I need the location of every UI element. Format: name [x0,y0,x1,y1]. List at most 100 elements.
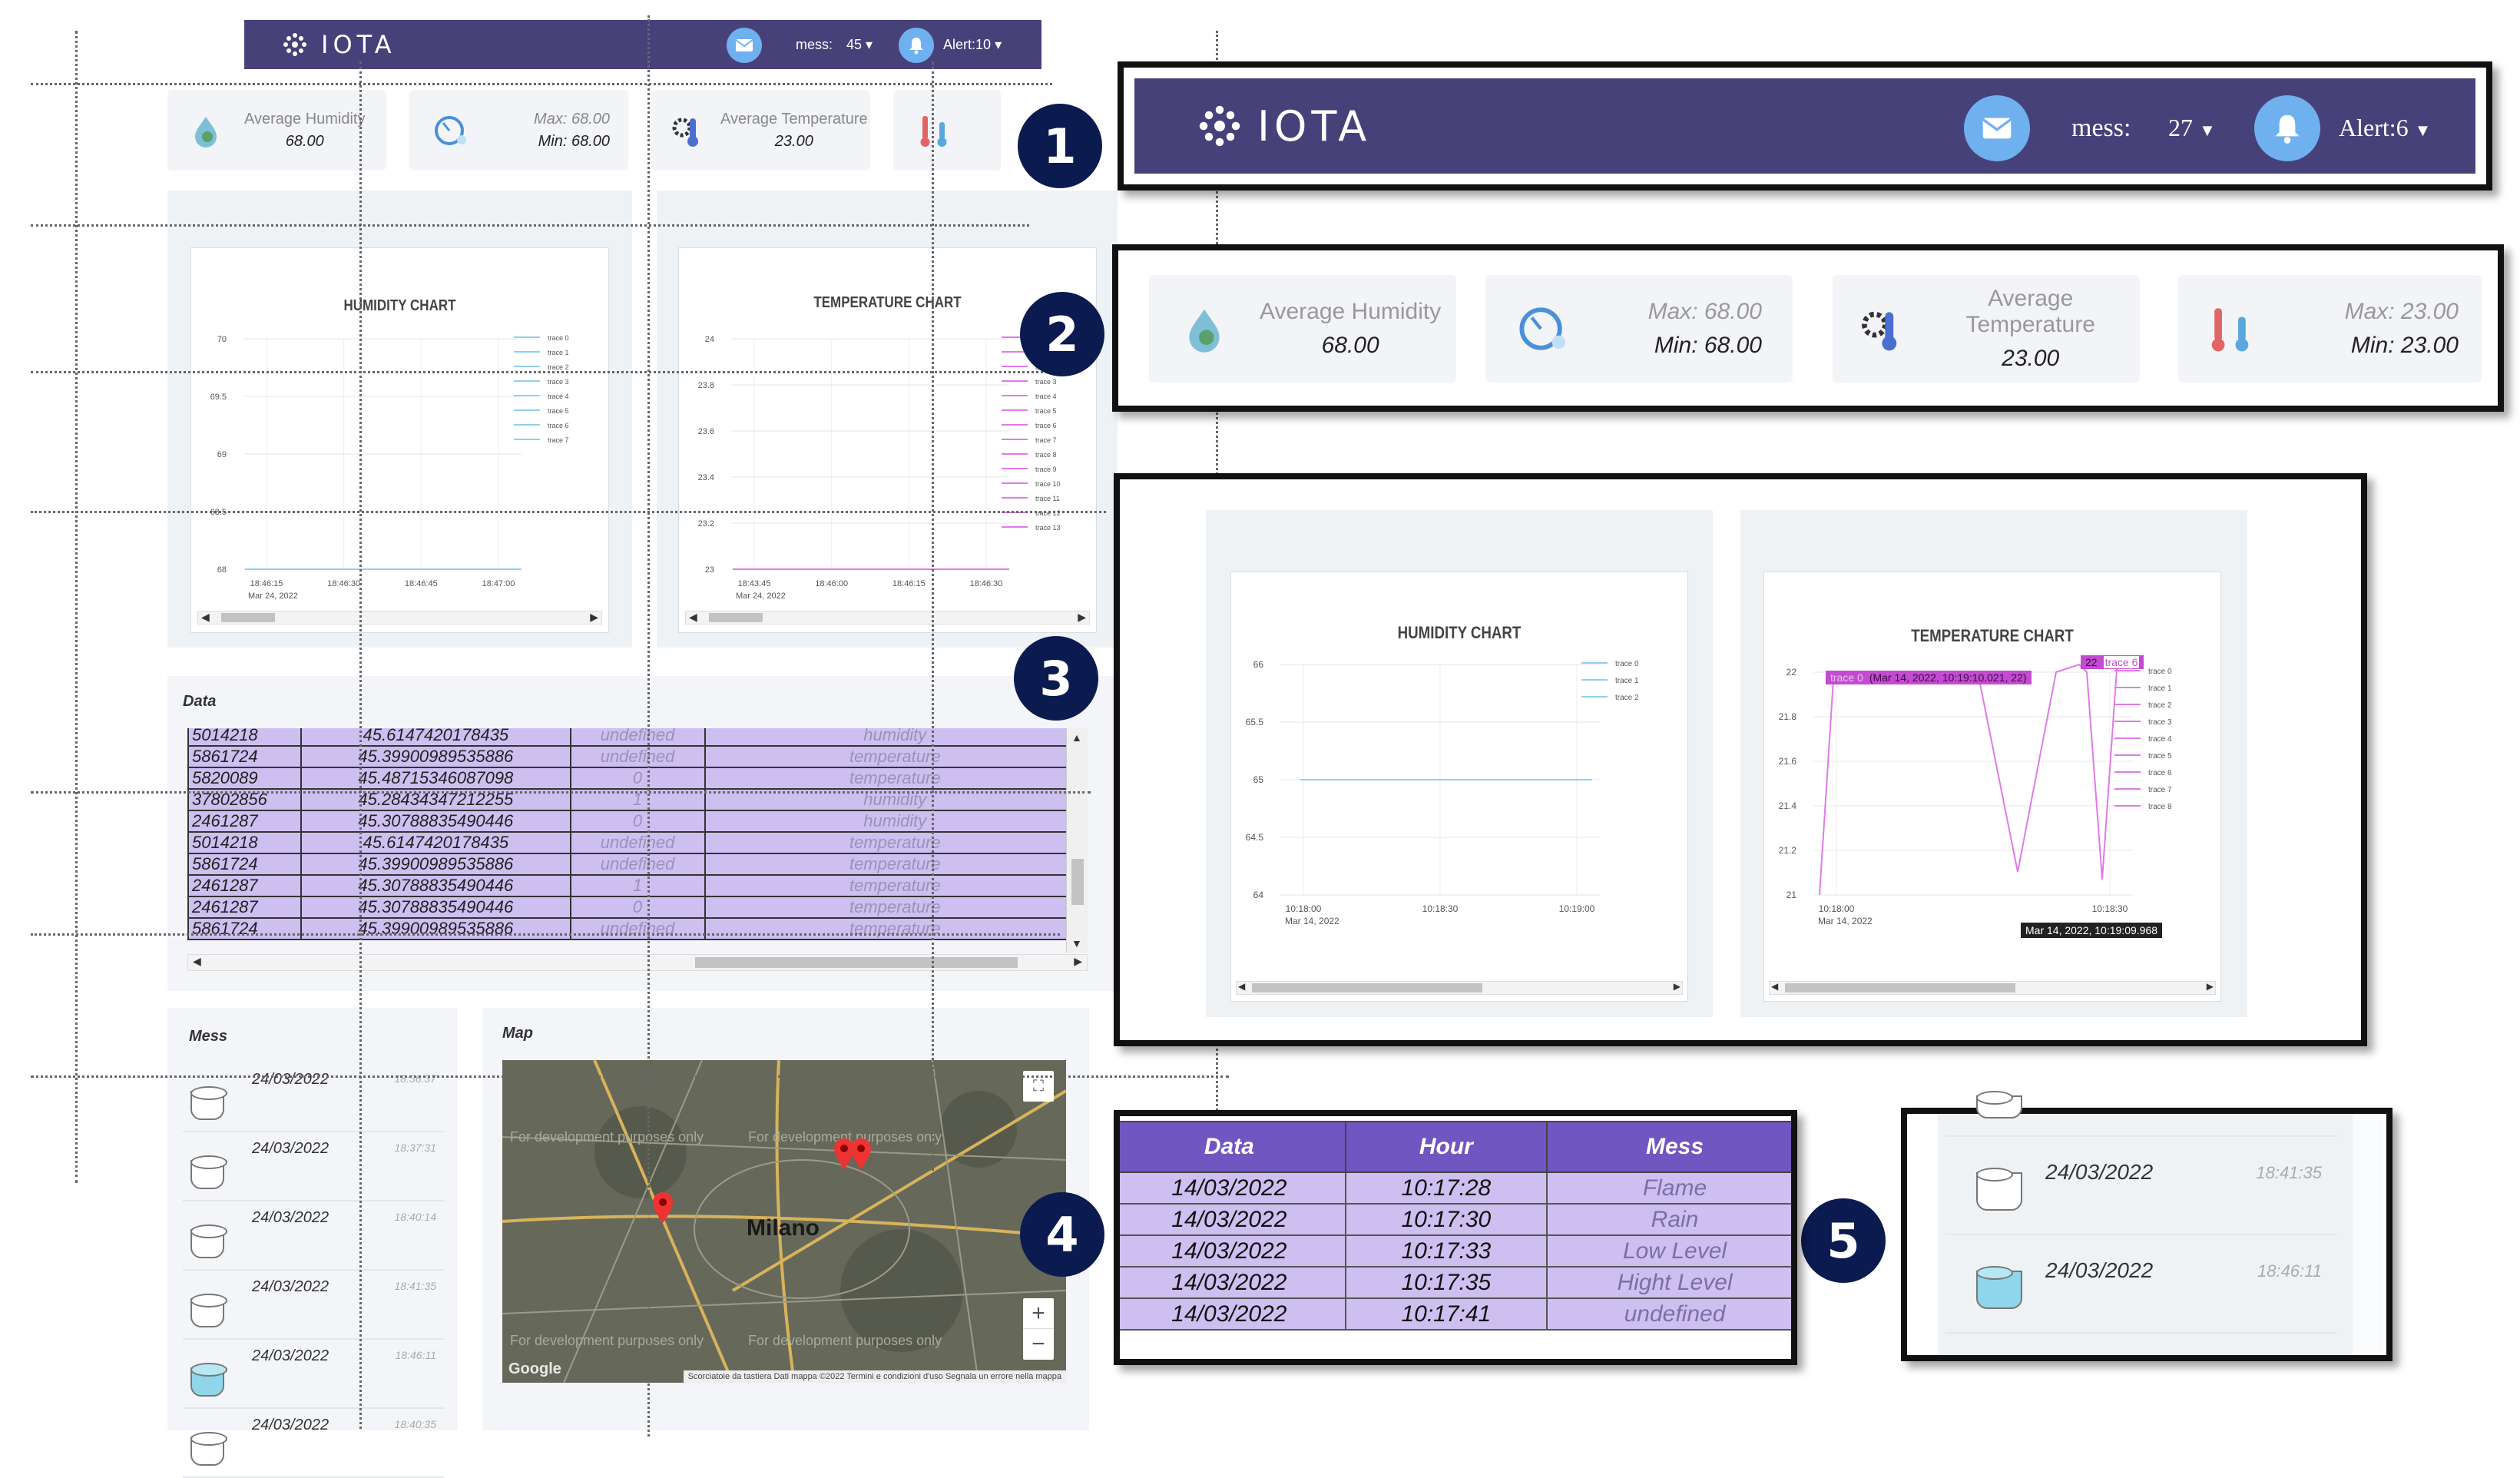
arrow-down-icon[interactable]: ▼ [1071,937,1082,949]
table-cell: 2461287 [187,810,303,833]
arrow-left-icon[interactable]: ◀ [201,611,210,623]
alert-dropdown[interactable]: Alert:6 ▼ [2339,114,2431,142]
map-view[interactable]: For development purposes only For develo… [502,1060,1066,1383]
arrow-left-icon[interactable]: ◀ [1238,981,1246,992]
list-item[interactable]: 24/03/2022 18:41:35 [183,1271,444,1340]
logo-text: IOTA [1257,101,1372,151]
list-item[interactable]: 24/03/2022 18:46:11 [1945,1235,2337,1334]
mess-time: 18:41:35 [394,1280,437,1292]
y-tick-label: 70 [217,335,227,344]
table-row: 2461287 45.30788835490446 0 humidity [187,810,1086,833]
list-item[interactable]: 24/03/2022 18:40:35 [183,1409,444,1478]
table-cell: Flame [1546,1171,1791,1205]
hover-value-text: 22 [2085,656,2098,668]
avg-humidity-label: Average Humidity [244,110,366,128]
thermometer-gear-icon [1862,311,1897,351]
series-line[interactable] [1819,658,2118,896]
alert-bell-button[interactable] [899,28,934,63]
table-row: 5861724 45.39900989535886 undefined tempera… [187,745,1086,768]
iota-logo[interactable]: IOTA [280,29,396,60]
scroll-thumb[interactable] [709,613,763,622]
guide-line [31,933,1060,936]
legend-entry: trace 11 [1035,495,1060,502]
iota-logo-icon [1199,105,1240,147]
scroll-thumb[interactable] [1785,983,2015,993]
arrow-left-icon[interactable]: ◀ [193,955,201,967]
table-cell: 45.30788835490446 [300,810,571,833]
map-pin-icon[interactable] [849,1137,873,1171]
mess-time: 18:46:11 [2257,1261,2322,1281]
arrow-up-icon[interactable]: ▲ [1071,731,1082,744]
table-cell: 1 [569,874,706,897]
step-marker-4: 4 [1020,1192,1104,1277]
vertical-scrollbar[interactable]: ▲ ▼ [1066,728,1088,953]
x-tick-label: 18:46:15 [892,579,926,588]
alert-dropdown[interactable]: Alert:10 ▾ [943,37,1002,53]
y-tick-label: 21.2 [1779,845,1797,856]
legend-entry: trace 7 [2148,786,2172,794]
y-tick-label: 64 [1253,890,1264,900]
water-tank-icon [190,1363,227,1397]
temperature-chart-scrollbar[interactable]: ◀ ▶ [685,611,1090,625]
table-cell: 2461287 [187,896,303,919]
scroll-thumb[interactable] [1252,983,1482,993]
table-cell: humidity [704,810,1086,833]
list-item[interactable]: 24/03/2022 18:40:14 [183,1201,444,1271]
humidity-chart-scrollbar[interactable]: ◀ ▶ [197,611,602,625]
y-tick-label: 21.8 [1779,711,1797,722]
mess-time: 18:41:35 [2256,1163,2322,1182]
horizontal-scrollbar[interactable]: ◀ ▶ [187,954,1088,971]
mess-count-dropdown[interactable]: 45 ▾ [846,37,873,53]
temperature-chart-scrollbar[interactable]: ◀ ▶ [1769,981,2216,995]
table-cell: 45.39900989535886 [300,745,571,768]
arrow-right-icon[interactable]: ▶ [1074,955,1082,967]
mail-button[interactable] [727,28,762,63]
column-header[interactable]: Mess [1546,1121,1791,1173]
table-cell: undefined [569,917,706,940]
x-tick-label: 10:18:00 [1819,903,1855,914]
arrow-right-icon[interactable]: ▶ [590,611,598,623]
list-item[interactable]: 24/03/2022 18:46:11 [183,1340,444,1409]
scroll-thumb[interactable] [221,613,275,622]
table-cell: 45.48715346087098 [300,767,571,790]
data-table: 5014218 45.6147420178435 undefined humidity… [187,728,1086,940]
list-item[interactable]: 24/03/2022 18:41:35 [1945,1137,2337,1235]
scroll-thumb[interactable] [695,957,1018,968]
legend-entry: trace 12 [1035,509,1061,517]
legend-entry: trace 5 [2148,752,2172,761]
table-row: 5014218 45.6147420178435 undefined temperat… [187,831,1086,854]
map-pin-icon[interactable] [833,1137,856,1171]
column-header[interactable]: Hour [1344,1121,1548,1173]
column-header[interactable]: Data [1120,1121,1346,1173]
arrow-left-icon[interactable]: ◀ [1771,981,1779,992]
table-row: 14/03/2022 10:17:41 undefined [1120,1297,1791,1331]
zoom-control: + − [1023,1298,1054,1360]
y-tick-label: 66 [1253,659,1264,670]
guide-line [31,791,1091,794]
iota-logo[interactable]: IOTA [1193,99,1371,153]
data-table-scroll[interactable]: 5014218 45.6147420178435 undefined humidity… [187,728,1086,953]
y-tick-label: 21 [1787,890,1797,900]
zoom-out-button[interactable]: − [1032,1331,1045,1357]
y-tick-label: 69 [217,450,227,459]
table-cell: temperature [704,745,1086,768]
arrow-right-icon[interactable]: ▶ [1078,611,1086,623]
zoom-in-button[interactable]: + [1023,1298,1054,1329]
zoom-data-table: Data Hour Mess 14/03/2022 10:17:28 Flame 14/0… [1120,1121,1791,1331]
mess-count-dropdown[interactable]: 27 ▼ [2168,114,2216,142]
map-pin-icon[interactable] [651,1191,674,1224]
zoom-mess-list: 24/03/2022 18:41:35 24/03/2022 18:46:11 [1945,1091,2337,1334]
x-tick-label: 18:46:45 [405,579,438,588]
guide-line [932,61,934,1214]
step-marker-1: 1 [1018,104,1102,188]
arrow-left-icon[interactable]: ◀ [689,611,697,623]
avg-humidity-card: Average Humidity 68.00 [167,90,386,171]
mail-button[interactable] [1964,95,2030,161]
list-item[interactable]: 24/03/2022 18:36:37 [183,1063,444,1132]
arrow-right-icon[interactable]: ▶ [2206,981,2214,992]
arrow-right-icon[interactable]: ▶ [1673,981,1681,992]
humidity-chart-scrollbar[interactable]: ◀ ▶ [1236,981,1683,995]
list-item[interactable]: 24/03/2022 18:37:31 [183,1132,444,1201]
scroll-thumb[interactable] [1071,859,1084,905]
alert-bell-button[interactable] [2254,95,2320,161]
